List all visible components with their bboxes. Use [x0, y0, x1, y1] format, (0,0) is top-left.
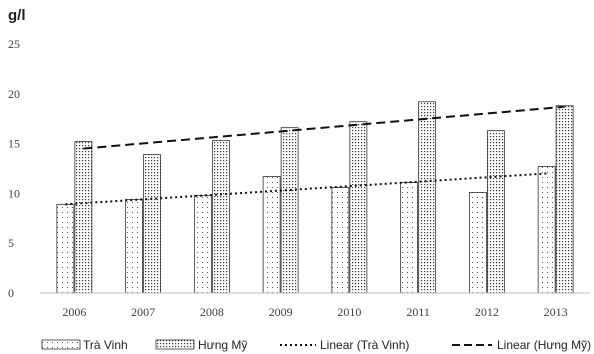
unit-label: g/l: [8, 7, 26, 24]
x-tick-label: 2009: [269, 305, 293, 319]
bars: [56, 101, 574, 294]
y-axis-ticks: 0 5 10 15 20 25: [8, 37, 20, 300]
x-tick-label: 2010: [337, 305, 361, 319]
legend-label-trend-1: Linear (Trà Vinh): [320, 338, 409, 352]
bar-series-2: [418, 101, 437, 294]
trendline-2: [83, 105, 565, 150]
bar-series-2: [143, 154, 162, 294]
x-tick-label: 2012: [475, 305, 499, 319]
bar-series-2: [555, 105, 574, 294]
legend-swatch-series-1: [41, 339, 81, 350]
x-tick-label: 2011: [406, 305, 430, 319]
legend-label-series-2: Hưng Mỹ: [198, 338, 247, 352]
y-tick-label: 10: [8, 186, 20, 200]
bar-series-1: [262, 176, 281, 294]
x-tick-label: 2006: [62, 305, 86, 319]
bar-series-2: [280, 127, 299, 294]
trendlines: [65, 105, 565, 206]
legend-label-series-1: Trà Vinh: [83, 338, 128, 352]
y-tick-label: 25: [8, 37, 20, 51]
legend-swatch-series-2: [155, 339, 195, 350]
bar-series-1: [331, 187, 350, 294]
bar-series-2: [74, 141, 93, 294]
y-tick-label: 0: [8, 286, 14, 300]
y-tick-label: 20: [8, 87, 20, 101]
bar-series-2: [211, 140, 230, 294]
bar-series-2: [486, 130, 505, 294]
bar-series-1: [125, 198, 144, 294]
x-axis-ticks: 2006 2007 2008 2009 2010 2011 2012 2013: [62, 305, 567, 319]
bar-series-1: [193, 194, 212, 294]
bar-series-1: [468, 192, 487, 294]
legend-label-trend-2: Linear (Hưng Mỹ): [497, 338, 591, 352]
bar-series-2: [349, 121, 368, 294]
bar-series-1: [56, 203, 75, 294]
bar-series-1: [537, 166, 556, 294]
bar-series-1: [400, 182, 419, 294]
x-tick-label: 2008: [200, 305, 224, 319]
legend: Trà Vinh Hưng Mỹ Linear (Trà Vinh) Linea…: [41, 338, 591, 352]
trendline-1: [65, 172, 547, 206]
x-tick-label: 2013: [544, 305, 568, 319]
x-tick-label: 2007: [131, 305, 155, 319]
y-tick-label: 5: [8, 236, 14, 250]
y-tick-label: 15: [8, 137, 20, 151]
